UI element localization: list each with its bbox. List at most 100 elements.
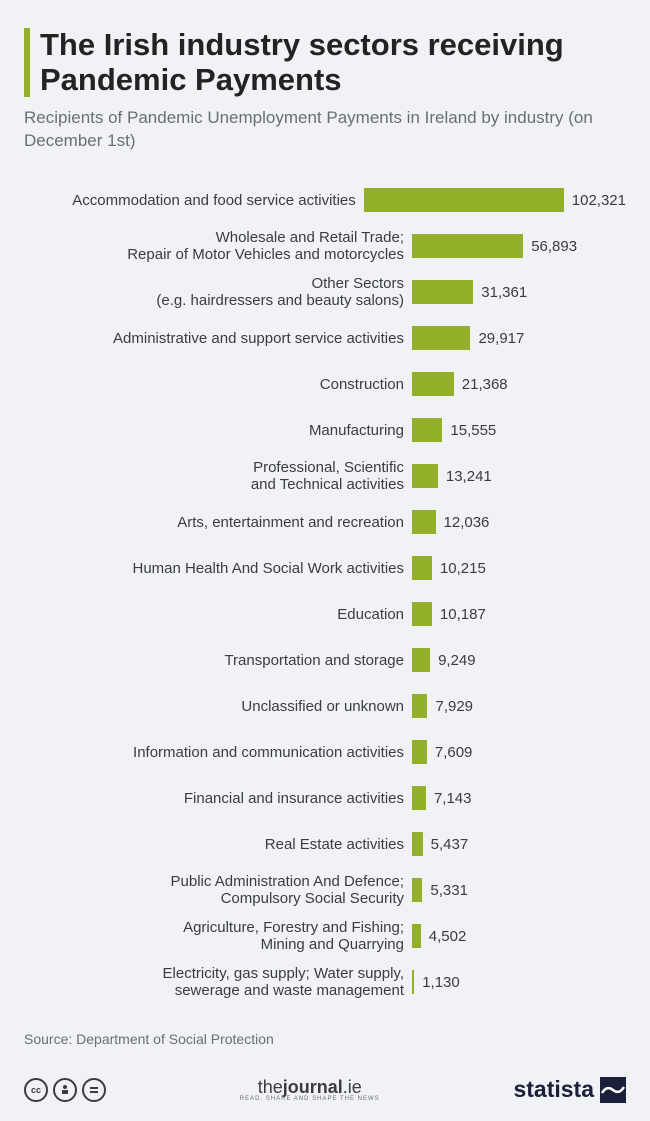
statista-wave-icon [600, 1077, 626, 1103]
bar [412, 464, 438, 488]
bar-container: 13,241 [412, 464, 626, 488]
title-accent-bar [24, 28, 30, 97]
bar-container: 7,609 [412, 740, 626, 764]
bar-value: 7,143 [434, 790, 472, 807]
chart-row: Human Health And Social Work activities 1… [24, 545, 626, 591]
title-row: The Irish industry sectors receiving Pan… [24, 28, 626, 97]
chart-row: Administrative and support service activ… [24, 315, 626, 361]
bar-container: 12,036 [412, 510, 626, 534]
bar [412, 970, 414, 994]
bar-label: Administrative and support service activ… [24, 330, 412, 347]
bar-container: 5,331 [412, 878, 626, 902]
bar [412, 878, 422, 902]
journal-logo: thejournal.ie READ, SHARE AND SHAPE THE … [240, 1078, 380, 1102]
chart-row: Manufacturing15,555 [24, 407, 626, 453]
chart-row: Electricity, gas supply; Water supply,se… [24, 959, 626, 1005]
bar-label: Agriculture, Forestry and Fishing;Mining… [24, 919, 412, 954]
bar-value: 1,130 [422, 974, 460, 991]
bar-value: 31,361 [481, 284, 527, 301]
bar-label: Other Sectors(e.g. hairdressers and beau… [24, 275, 412, 310]
bar-label: Information and communication activities [24, 744, 412, 761]
bar-container: 10,187 [412, 602, 626, 626]
bar-label: Wholesale and Retail Trade;Repair of Mot… [24, 229, 412, 264]
bar-label: Real Estate activities [24, 836, 412, 853]
bar-container: 4,502 [412, 924, 626, 948]
bar-label: Accommodation and food service activitie… [24, 192, 364, 209]
bar-container: 15,555 [412, 418, 626, 442]
bar-container: 5,437 [412, 832, 626, 856]
bar-label: Arts, entertainment and recreation [24, 514, 412, 531]
bar-container: 7,143 [412, 786, 626, 810]
bar-value: 21,368 [462, 376, 508, 393]
chart-row: Construction 21,368 [24, 361, 626, 407]
source-text: Source: Department of Social Protection [24, 1031, 626, 1047]
chart-row: Agriculture, Forestry and Fishing;Mining… [24, 913, 626, 959]
statista-logo: statista [513, 1076, 626, 1103]
bar [412, 786, 426, 810]
bar-value: 102,321 [572, 192, 626, 209]
bar-value: 15,555 [450, 422, 496, 439]
bar-container: 56,893 [412, 234, 626, 258]
bar-value: 9,249 [438, 652, 476, 669]
bar-label: Public Administration And Defence;Compul… [24, 873, 412, 908]
chart-row: Real Estate activities 5,437 [24, 821, 626, 867]
bar-label: Electricity, gas supply; Water supply,se… [24, 965, 412, 1000]
svg-text:cc: cc [31, 1085, 41, 1095]
bar [412, 556, 432, 580]
bar-value: 7,609 [435, 744, 473, 761]
bar-label: Professional, Scientificand Technical ac… [24, 459, 412, 494]
bar [412, 832, 423, 856]
bar-label: Construction [24, 376, 412, 393]
chart-row: Unclassified or unknown 7,929 [24, 683, 626, 729]
bar-container: 31,361 [412, 280, 626, 304]
bar-container: 9,249 [412, 648, 626, 672]
bar [412, 326, 470, 350]
bar [412, 694, 427, 718]
bar [364, 188, 564, 212]
journal-tagline: READ, SHARE AND SHAPE THE NEWS [240, 1096, 380, 1102]
bar-container: 1,130 [412, 970, 626, 994]
bar-container: 21,368 [412, 372, 626, 396]
chart-row: Information and communication activities… [24, 729, 626, 775]
chart-row: Arts, entertainment and recreation 12,036 [24, 499, 626, 545]
chart-title: The Irish industry sectors receiving Pan… [40, 28, 626, 97]
bar [412, 648, 430, 672]
chart-row: Education 10,187 [24, 591, 626, 637]
chart-row: Other Sectors(e.g. hairdressers and beau… [24, 269, 626, 315]
bar [412, 372, 454, 396]
bar-label: Human Health And Social Work activities [24, 560, 412, 577]
bar-value: 12,036 [444, 514, 490, 531]
bar-label: Financial and insurance activities [24, 790, 412, 807]
chart-row: Financial and insurance activities 7,143 [24, 775, 626, 821]
bar-label: Unclassified or unknown [24, 698, 412, 715]
chart-row: Professional, Scientificand Technical ac… [24, 453, 626, 499]
chart-row: Accommodation and food service activitie… [24, 177, 626, 223]
bar-value: 56,893 [531, 238, 577, 255]
cc-icon: cc [24, 1078, 48, 1102]
cc-license-icons: cc [24, 1078, 106, 1102]
bar-chart: Accommodation and food service activitie… [24, 177, 626, 1005]
bar-container: 29,917 [412, 326, 626, 350]
bar-label: Transportation and storage [24, 652, 412, 669]
bar-label: Education [24, 606, 412, 623]
chart-row: Transportation and storage 9,249 [24, 637, 626, 683]
bar-value: 10,215 [440, 560, 486, 577]
bar-value: 4,502 [429, 928, 467, 945]
bar-value: 13,241 [446, 468, 492, 485]
bar-value: 10,187 [440, 606, 486, 623]
bar-container: 10,215 [412, 556, 626, 580]
bar-value: 29,917 [478, 330, 524, 347]
chart-header: The Irish industry sectors receiving Pan… [24, 28, 626, 153]
bar-container: 102,321 [364, 188, 626, 212]
bar [412, 602, 432, 626]
bar [412, 234, 523, 258]
chart-row: Public Administration And Defence;Compul… [24, 867, 626, 913]
bar [412, 924, 421, 948]
chart-subtitle: Recipients of Pandemic Unemployment Paym… [24, 107, 626, 153]
footer: cc thejournal.ie READ, SHARE AND SHAPE T… [24, 1076, 626, 1103]
bar-value: 7,929 [435, 698, 473, 715]
bar [412, 280, 473, 304]
nd-icon [82, 1078, 106, 1102]
bar [412, 740, 427, 764]
bar-value: 5,437 [431, 836, 469, 853]
